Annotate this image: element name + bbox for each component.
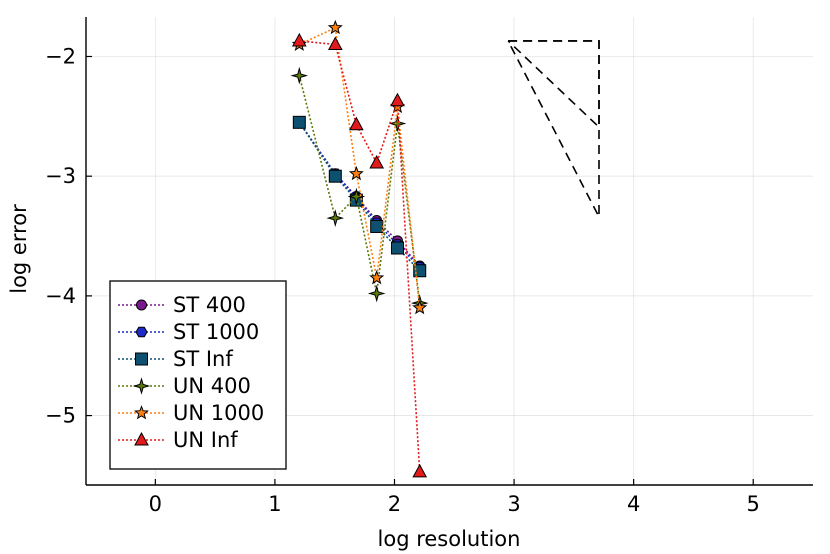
- series-line-st-1000: [298, 121, 421, 268]
- x-tick-label: 2: [388, 492, 401, 516]
- data-point-un-400: [326, 209, 345, 227]
- data-point-st-inf: [328, 169, 342, 183]
- x-axis-title: log resolution: [378, 527, 521, 551]
- x-tick-label: 3: [507, 492, 520, 516]
- data-point-un-inf: [369, 154, 385, 169]
- slope-guides: [507, 40, 600, 218]
- legend: ST 400 ST 1000 ST Inf UN 400 UN 1000 UN Inf: [109, 280, 287, 470]
- x-tick-label: 4: [627, 492, 640, 516]
- series-line-un-400: [298, 75, 421, 304]
- data-point-un-inf: [327, 36, 343, 51]
- legend-label: UN 1000: [173, 401, 264, 425]
- legend-swatch-marker: [136, 299, 147, 311]
- x-tick-label: 0: [149, 492, 162, 516]
- x-tick-label: 5: [747, 492, 760, 516]
- data-point-un-1000: [412, 300, 428, 315]
- data-point-un-1000: [369, 270, 385, 285]
- legend-swatch-marker: [134, 431, 149, 446]
- data-point-st-inf: [292, 115, 306, 129]
- legend-label: ST Inf: [173, 347, 233, 371]
- legend-label: UN 400: [173, 374, 251, 398]
- data-point-un-inf: [390, 92, 405, 107]
- slope-triangle: [507, 40, 600, 129]
- y-tick-label: −3: [45, 164, 76, 188]
- data-point-st-inf: [370, 219, 384, 233]
- data-point-un-400: [388, 114, 407, 133]
- legend-swatch-marker: [132, 377, 151, 395]
- data-point-un-400: [290, 66, 309, 85]
- axes: 0 1 2 3 4 5 −5 −4 −3 −2: [45, 17, 813, 516]
- legend-label: UN Inf: [173, 428, 238, 452]
- y-tick-label: −2: [45, 44, 76, 68]
- y-tick-label: −4: [45, 284, 76, 308]
- data-point-un-inf: [291, 32, 307, 47]
- series-un-1000: [291, 19, 428, 315]
- legend-swatch-marker: [135, 326, 148, 338]
- series-line-un-inf: [299, 40, 421, 472]
- data-point-un-inf: [412, 463, 428, 478]
- legend-swatch-marker: [135, 352, 148, 366]
- slope-triangle: [507, 40, 600, 218]
- y-tick-label: −5: [45, 404, 76, 428]
- series-line-un-1000: [298, 26, 421, 308]
- legend-label: ST 1000: [173, 320, 259, 344]
- legend-item-st-1000: ST 1000: [118, 320, 259, 344]
- legend-swatch-marker: [134, 405, 149, 420]
- series-un-inf: [291, 32, 428, 478]
- x-tick-label: 1: [268, 492, 281, 516]
- legend-item-st-400: ST 400: [118, 293, 246, 317]
- legend-item-un-1000: UN 1000: [118, 401, 264, 425]
- data-point-un-1000: [348, 165, 364, 181]
- data-point-st-inf: [390, 241, 404, 255]
- legend-item-un-400: UN 400: [118, 374, 251, 398]
- data-point-un-400: [347, 187, 366, 206]
- legend-item-un-inf: UN Inf: [118, 428, 238, 452]
- legend-label: ST 400: [173, 293, 246, 317]
- data-point-un-400: [367, 284, 386, 303]
- data-point-un-inf: [349, 116, 364, 131]
- series-group: [290, 19, 429, 478]
- series-st-inf: [292, 115, 427, 278]
- legend-item-st-inf: ST Inf: [118, 347, 233, 371]
- data-point-un-1000: [327, 19, 343, 35]
- y-axis-title: log error: [7, 204, 31, 294]
